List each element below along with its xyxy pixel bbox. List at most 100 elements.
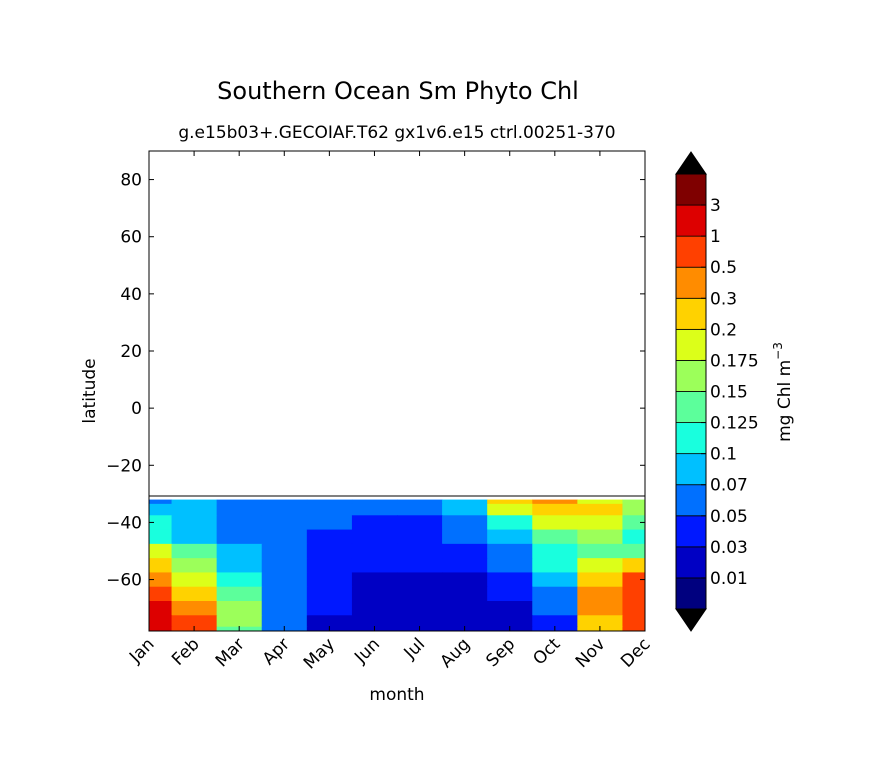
field-cell	[306, 558, 353, 574]
field-cell	[577, 503, 624, 516]
field-cell	[442, 543, 488, 559]
field-cell	[351, 529, 398, 545]
field-cell	[261, 558, 308, 574]
colorbar-swatch	[675, 453, 707, 486]
x-tick-label: May	[300, 634, 339, 673]
field-cell	[261, 515, 308, 531]
contour-field	[149, 499, 645, 631]
colorbar-swatch	[675, 546, 707, 579]
colorbar-tick-label: 0.175	[710, 351, 759, 371]
colorbar-tick-label: 0.125	[710, 414, 759, 434]
field-cell	[397, 515, 443, 531]
colorbar-tick-label: 0.5	[710, 258, 737, 278]
field-cell	[306, 515, 353, 531]
field-cell	[622, 572, 645, 588]
colorbar-tick-label: 0.03	[710, 538, 748, 558]
field-cell	[442, 586, 488, 602]
field-cell	[351, 601, 398, 616]
field-cell	[261, 601, 308, 616]
field-cell	[577, 529, 624, 545]
colorbar-swatch	[675, 297, 707, 330]
colorbar-label: mg Chl m−3	[771, 342, 795, 442]
field-cell	[171, 586, 218, 602]
field-cell	[216, 499, 263, 505]
field-cell	[487, 615, 533, 628]
colorbar-swatch	[675, 577, 707, 610]
y-tick-label: 80	[120, 171, 142, 191]
field-cell	[532, 499, 578, 505]
field-cell	[442, 499, 488, 505]
y-axis-label: latitude	[80, 358, 100, 423]
field-cell	[216, 515, 263, 531]
field-cell	[577, 558, 624, 574]
x-tick-label: Jul	[400, 634, 429, 663]
field-cell	[532, 586, 578, 602]
field-cell	[306, 503, 353, 516]
field-cell	[306, 572, 353, 588]
field-cell	[532, 515, 578, 531]
x-tick-label: Jun	[350, 634, 384, 668]
field-cell	[397, 543, 443, 559]
chart-subtitle: g.e15b03+.GECOIAF.T62 gx1v6.e15 ctrl.002…	[178, 123, 615, 143]
colorbar-tick-label: 1	[710, 227, 721, 247]
colorbar-swatch	[675, 173, 707, 206]
colorbar-swatch	[675, 422, 707, 455]
x-tick-label: Aug	[437, 634, 475, 672]
x-tick-label: Jan	[125, 634, 158, 667]
field-cell	[351, 615, 398, 628]
field-cell	[171, 503, 218, 516]
x-axis-label: month	[369, 685, 424, 705]
colorbar-swatch	[675, 328, 707, 361]
field-cell	[261, 499, 308, 505]
field-cell	[149, 601, 173, 616]
field-cell	[397, 572, 443, 588]
colorbar-extend-max	[675, 151, 707, 175]
field-cell	[216, 503, 263, 516]
field-cell	[622, 626, 645, 631]
x-tick-label: Nov	[572, 634, 610, 672]
x-tick-label: Apr	[259, 634, 294, 669]
field-cell	[261, 586, 308, 602]
field-cell	[487, 543, 533, 559]
field-cell	[216, 586, 263, 602]
field-cell	[622, 515, 645, 531]
field-cell	[487, 572, 533, 588]
field-cell	[216, 615, 263, 628]
colorbar-swatch	[675, 391, 707, 423]
field-cell	[306, 601, 353, 616]
field-cell	[261, 615, 308, 628]
field-cell	[149, 515, 173, 531]
x-tick-label: Dec	[617, 634, 654, 671]
field-cell	[577, 515, 624, 531]
field-cell	[397, 503, 443, 516]
field-cell	[171, 558, 218, 574]
field-cell	[351, 586, 398, 602]
field-cell	[577, 499, 624, 505]
field-cell	[622, 601, 645, 616]
field-cell	[532, 543, 578, 559]
field-cell	[351, 543, 398, 559]
field-cell	[442, 558, 488, 574]
y-tick-label: −60	[106, 571, 142, 591]
field-cell	[261, 543, 308, 559]
field-cell	[216, 558, 263, 574]
field-cell	[397, 499, 443, 505]
field-cell	[397, 615, 443, 628]
colorbar-swatch	[675, 515, 707, 548]
field-cell	[171, 572, 218, 588]
field-cell	[532, 503, 578, 516]
field-cell	[306, 529, 353, 545]
y-tick-label: 60	[120, 228, 142, 248]
x-tick-label: Sep	[482, 634, 519, 671]
colorbar-tick-label: 0.15	[710, 383, 748, 403]
colorbar-tick-label: 0.05	[710, 507, 748, 527]
x-tick-label: Oct	[529, 634, 564, 669]
field-cell	[351, 515, 398, 531]
colorbar-tick-label: 0.3	[710, 289, 737, 309]
field-cell	[532, 529, 578, 545]
field-cell	[261, 572, 308, 588]
y-tick-label: −20	[106, 456, 142, 476]
field-cell	[351, 499, 398, 505]
field-cell	[577, 572, 624, 588]
